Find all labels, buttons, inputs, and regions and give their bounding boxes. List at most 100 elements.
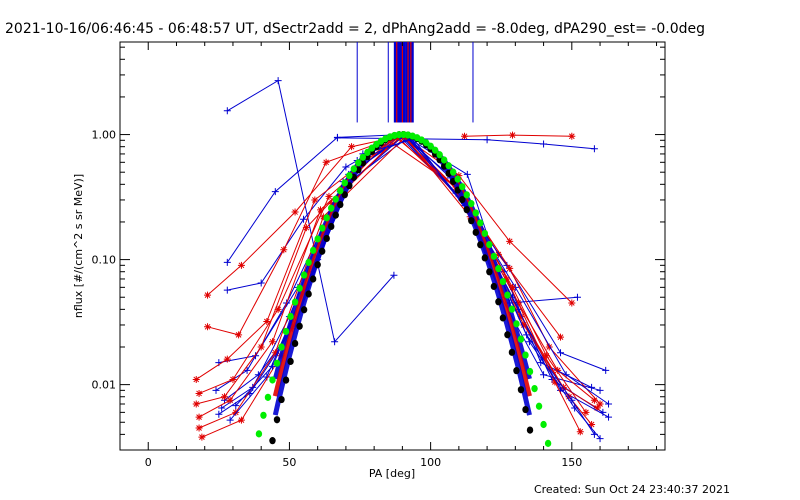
gaussian-fit-dot [269, 376, 276, 384]
gaussian-fit-dot [495, 265, 502, 273]
axes-layer: 0 50 100 150 0.01 0.10 1.00 [92, 42, 665, 469]
narrow-fit-dot [328, 222, 335, 231]
narrow-fit-dot [291, 339, 299, 348]
gaussian-fit-dot [368, 144, 376, 152]
data-point [596, 435, 604, 443]
gaussian-fit-dot [540, 420, 547, 429]
series-line [218, 135, 606, 371]
data-point [237, 416, 245, 424]
data-point [596, 386, 604, 394]
narrow-fit-dot [454, 186, 461, 194]
gaussian-fit-dot [296, 284, 303, 292]
data-point [226, 396, 234, 404]
narrow-fit-dot [504, 331, 511, 339]
data-point [333, 133, 341, 141]
gaussian-fit-dot [504, 291, 511, 299]
narrow-fit-dot [490, 282, 498, 291]
data-point [509, 131, 517, 139]
gaussian-fit-dot [264, 393, 272, 401]
data-point [557, 349, 565, 357]
data-point [204, 291, 212, 299]
y-axis-label: nflux [#/(cm^2 s sr MeV)] [72, 174, 85, 318]
data-point [390, 271, 398, 279]
gaussian-fit-dot [454, 175, 461, 183]
gaussian-fit-dot [332, 195, 339, 203]
data-point [268, 362, 276, 370]
data-point [300, 215, 308, 223]
data-point [593, 404, 601, 412]
data-point [316, 206, 324, 214]
data-point [263, 317, 271, 325]
narrow-fit-dot [323, 234, 330, 243]
narrow-fit-dot [522, 405, 529, 414]
data-point [483, 136, 491, 144]
fit-band [272, 132, 532, 416]
gaussian-fit-dot [395, 131, 403, 139]
narrow-fit-dot [359, 159, 367, 167]
data-point [605, 413, 613, 421]
gaussian-fit-dot [305, 258, 312, 267]
gaussian-fit-dot [517, 335, 525, 343]
data-point [291, 208, 299, 216]
data-point [192, 375, 200, 383]
data-point [220, 393, 228, 401]
data-point [311, 196, 319, 204]
data-point [582, 408, 590, 416]
data-point [195, 424, 203, 432]
gaussian-fit-dot [422, 139, 430, 147]
x-axis-label: PA [deg] [369, 467, 415, 480]
gaussian-fit-dot [427, 142, 434, 150]
gaussian-fit-dot [459, 183, 466, 191]
data-point [602, 366, 610, 374]
narrow-fit-dot [314, 261, 321, 269]
gaussian-fit-dot [486, 240, 493, 249]
data-point [223, 355, 231, 363]
y-tick-label: 0.10 [92, 254, 117, 267]
data-point [605, 400, 613, 408]
gaussian-fit-dot [463, 191, 470, 199]
gaussian-fit-dot [337, 187, 344, 195]
data-point [271, 188, 279, 196]
narrow-fit-dot [513, 367, 520, 375]
plot-frame [119, 41, 666, 451]
x-tick-label: 50 [282, 456, 296, 469]
data-point [455, 172, 463, 180]
gaussian-fit-dot [346, 171, 353, 180]
gaussian-fit-dot [508, 305, 516, 313]
data-point [540, 140, 548, 148]
gaussian-fit-dot [291, 298, 299, 306]
data-point [545, 343, 553, 351]
gaussian-fit-dot [472, 209, 480, 217]
gaussian-fit-dot [260, 411, 267, 419]
data-point [348, 143, 356, 151]
gaussian-fit-dot [450, 168, 457, 176]
gaussian-fit-dot [287, 312, 294, 321]
gaussian-fit-dot [323, 214, 330, 222]
data-point [588, 383, 596, 391]
data-point [325, 192, 333, 200]
data-point [540, 371, 548, 379]
data-point [274, 305, 282, 313]
series-line [198, 136, 592, 429]
gaussian-fit-dot [300, 271, 308, 279]
gaussian-fit-dot [359, 153, 367, 161]
gaussian-fit-dot [318, 224, 326, 232]
data-point [243, 366, 251, 374]
data-point [520, 321, 528, 329]
narrow-fit-dot [282, 376, 290, 384]
data-point [590, 396, 598, 404]
data-point [328, 200, 336, 208]
gaussian-fit-dot [468, 200, 475, 208]
gaussian-fit-dot [364, 148, 371, 156]
narrow-fit-dot [486, 268, 493, 276]
y-tick-label: 1.00 [92, 129, 117, 142]
data-point [204, 323, 212, 331]
data-point [237, 261, 245, 269]
gaussian-fit-dot [526, 367, 534, 376]
data-point [302, 224, 310, 232]
y-tick-label: 0.01 [92, 379, 117, 392]
narrow-fit-dot [278, 395, 285, 404]
data-point [192, 400, 200, 408]
data-point [573, 293, 581, 301]
gaussian-fit-dot [531, 384, 538, 393]
